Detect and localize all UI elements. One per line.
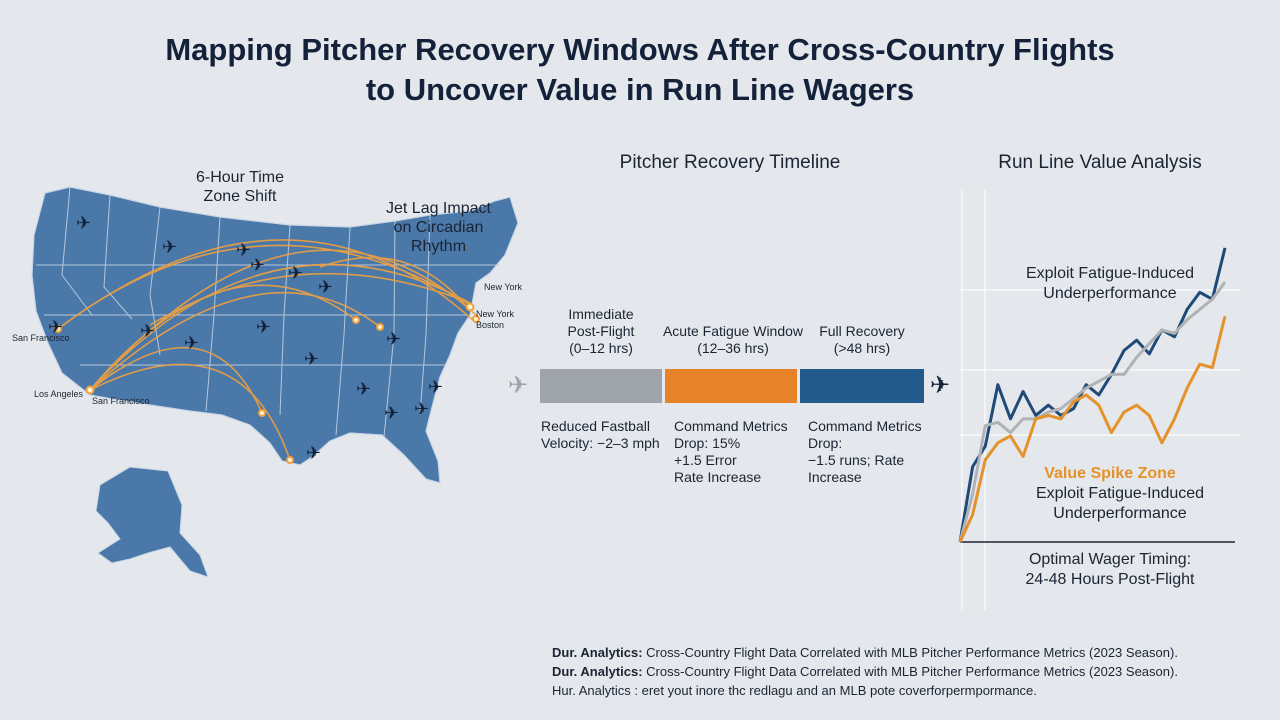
plane-icon: ✈ [356, 379, 372, 399]
chart-annotation-top: Exploit Fatigue-Induced Underperformance [1025, 265, 1195, 302]
plane-icon: ✈ [184, 333, 200, 353]
optimal-timing-label: Optimal Wager Timing: 24-48 Hours Post-F… [1025, 551, 1195, 588]
phase-3-bar [800, 369, 924, 403]
us-flight-map: ✈ ✈ ✈ ✈ ✈ ✈ ✈ ✈ ✈ ✈ ✈ ✈ ✈ ✈ ✈ ✈ ✈ 6-Hour… [0, 115, 560, 635]
city-dots [54, 302, 480, 464]
city-label-boston: Boston [476, 320, 505, 330]
time-zone-shift-label: 6-Hour Time Zone Shift [196, 169, 285, 205]
alaska-shape [95, 466, 209, 578]
plane-icon: ✈ [306, 443, 322, 463]
plane-icon-right: ✈ [930, 372, 951, 399]
jet-lag-label: Jet Lag Impact on Circadian Rhythm [386, 200, 491, 255]
city-label-new-york: New York [484, 282, 523, 292]
city-label-new-york-2: New York [476, 309, 515, 319]
footer-line-1-source: Dur. Analytics: [552, 645, 643, 660]
series-line-3 [958, 315, 1227, 543]
footer-line-1: Dur. Analytics: Cross-Country Flight Dat… [552, 643, 1178, 662]
plane-icon: ✈ [140, 321, 156, 341]
us-map-svg [31, 186, 519, 578]
footer-line-2: Dur. Analytics: Cross-Country Flight Dat… [552, 662, 1178, 681]
footer-line-1-text: Cross-Country Flight Data Correlated wit… [646, 645, 1178, 660]
plane-icon: ✈ [384, 403, 400, 423]
footer-notes: Dur. Analytics: Cross-Country Flight Dat… [552, 643, 1178, 700]
footer-line-2-text: Cross-Country Flight Data Correlated wit… [646, 664, 1178, 679]
plane-icon: ✈ [304, 349, 320, 369]
plane-icon: ✈ [236, 240, 252, 260]
footer-line-3-text: eret yout inore thc redlagu and an MLB p… [641, 683, 1037, 698]
phase-1-heading: Immediate Post-Flight (0–12 hrs) [567, 306, 635, 356]
flight-routes [57, 239, 477, 461]
series-line-1 [958, 247, 1227, 543]
run-line-value-chart [958, 190, 1240, 610]
plane-icon: ✈ [250, 255, 266, 275]
phase-1-bar [540, 369, 662, 403]
city-label-los-angeles: Los Angeles [34, 389, 84, 399]
title-line-1: Mapping Pitcher Recovery Windows After C… [165, 32, 1115, 67]
chart-title: Run Line Value Analysis [998, 152, 1202, 173]
phase-3-description: Command Metrics Drop: −1.5 runs; Rate In… [808, 418, 922, 485]
plane-icon: ✈ [386, 329, 402, 349]
phase-3-heading: Full Recovery (>48 hrs) [819, 323, 905, 356]
series-line-2 [958, 281, 1227, 543]
plane-icon: ✈ [162, 237, 178, 257]
footer-line-3: Hur. Analytics : eret yout inore thc red… [552, 681, 1178, 700]
city-label-san-francisco: San Francisco [12, 333, 70, 343]
plane-icon: ✈ [288, 263, 304, 283]
phase-2-heading: Acute Fatigue Window (12–36 hrs) [662, 323, 804, 356]
footer-line-3-source: Hur. Analytics : [552, 683, 638, 698]
plane-icon: ✈ [76, 213, 92, 233]
plane-icon: ✈ [48, 317, 64, 337]
chart-annotation-mid: Exploit Fatigue-Induced Underperformance [1035, 485, 1205, 522]
phase-2-bar [665, 369, 797, 403]
city-label-san-francisco-2: San Francisco [92, 396, 150, 406]
timeline-title: Pitcher Recovery Timeline [619, 152, 841, 173]
phase-2-description: Command Metrics Drop: 15% +1.5 Error Rat… [674, 418, 788, 485]
page-title: Mapping Pitcher Recovery Windows After C… [0, 30, 1280, 110]
plane-icon: ✈ [428, 377, 444, 397]
footer-line-2-source: Dur. Analytics: [552, 664, 643, 679]
phase-1-description: Reduced Fastball Velocity: −2–3 mph [541, 418, 660, 451]
plane-icon: ✈ [318, 277, 334, 297]
value-spike-label: Value Spike Zone [1044, 465, 1176, 482]
title-line-2: to Uncover Value in Run Line Wagers [365, 72, 915, 107]
plane-icon: ✈ [256, 317, 272, 337]
plane-icon: ✈ [414, 399, 430, 419]
plane-icon-left: ✈ [508, 372, 529, 399]
state-lines [36, 186, 500, 438]
